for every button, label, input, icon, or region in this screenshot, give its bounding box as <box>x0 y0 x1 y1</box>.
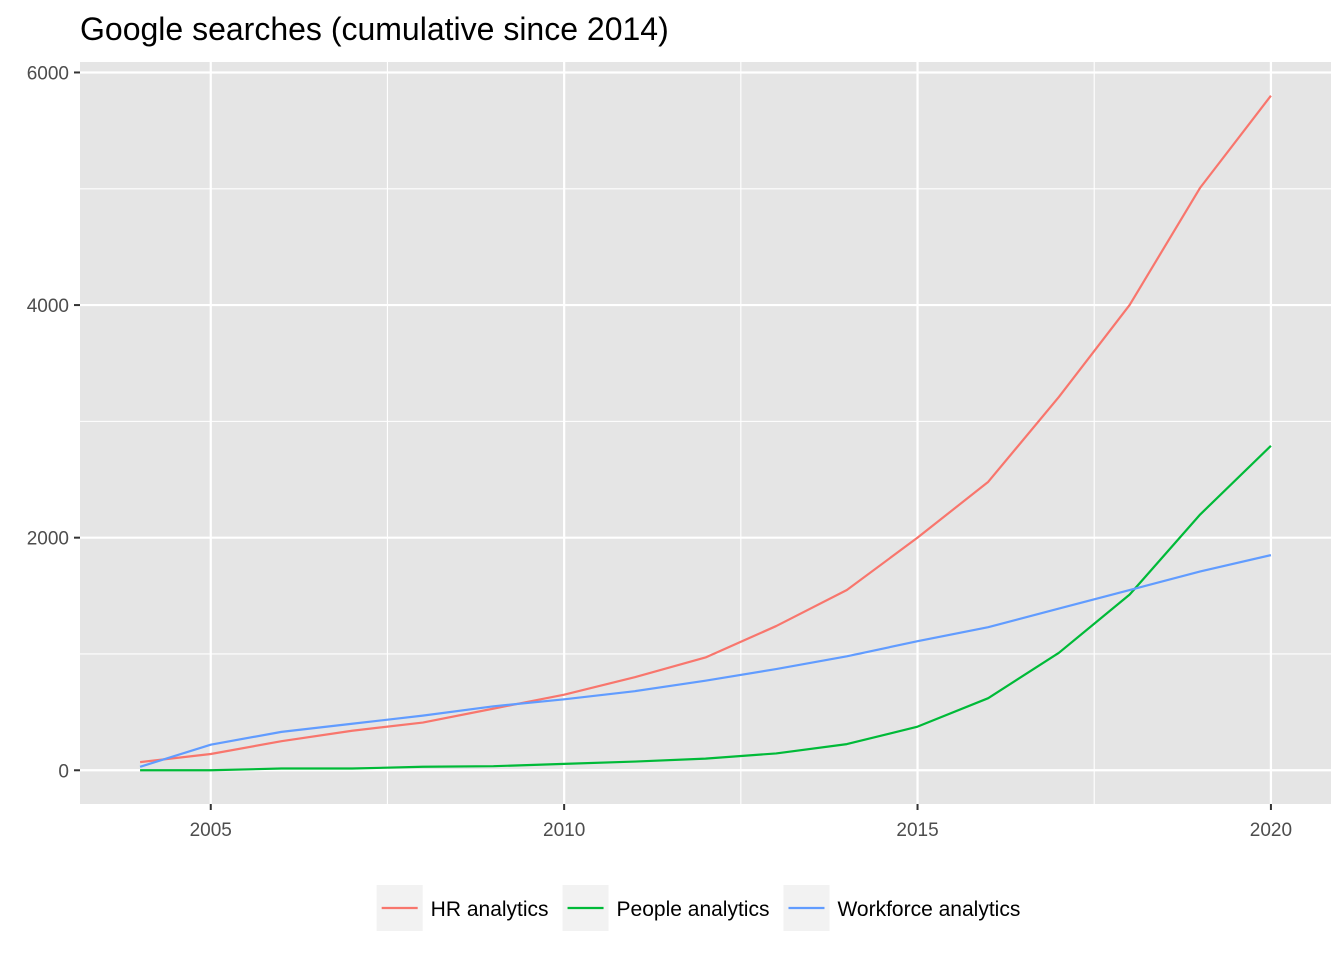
x-tick-label: 2005 <box>190 820 232 841</box>
x-tick-label: 2010 <box>543 820 585 841</box>
legend-label: HR analytics <box>431 898 549 921</box>
y-axis: 0 2000 4000 6000 <box>27 63 80 782</box>
y-tick-label: 6000 <box>27 63 69 84</box>
chart-title: Google searches (cumulative since 2014) <box>80 11 669 47</box>
x-axis: 2005 2010 2015 2020 <box>190 804 1292 841</box>
x-tick-label: 2015 <box>896 820 938 841</box>
legend-label: Workforce analytics <box>837 898 1020 921</box>
x-tick-label: 2020 <box>1250 820 1292 841</box>
legend: HR analytics People analytics Workforce an… <box>376 885 1020 931</box>
series-lines <box>139 95 1272 772</box>
y-tick-label: 2000 <box>27 529 69 550</box>
series-line <box>139 95 1272 764</box>
series-line <box>140 445 1272 772</box>
major-gridlines <box>80 62 1331 804</box>
legend-label: People analytics <box>617 898 770 921</box>
series-line <box>139 554 1272 768</box>
y-tick-label: 4000 <box>27 296 69 317</box>
plot-panel <box>80 62 1331 804</box>
minor-gridlines <box>80 62 1331 804</box>
y-tick-label: 0 <box>58 761 69 782</box>
